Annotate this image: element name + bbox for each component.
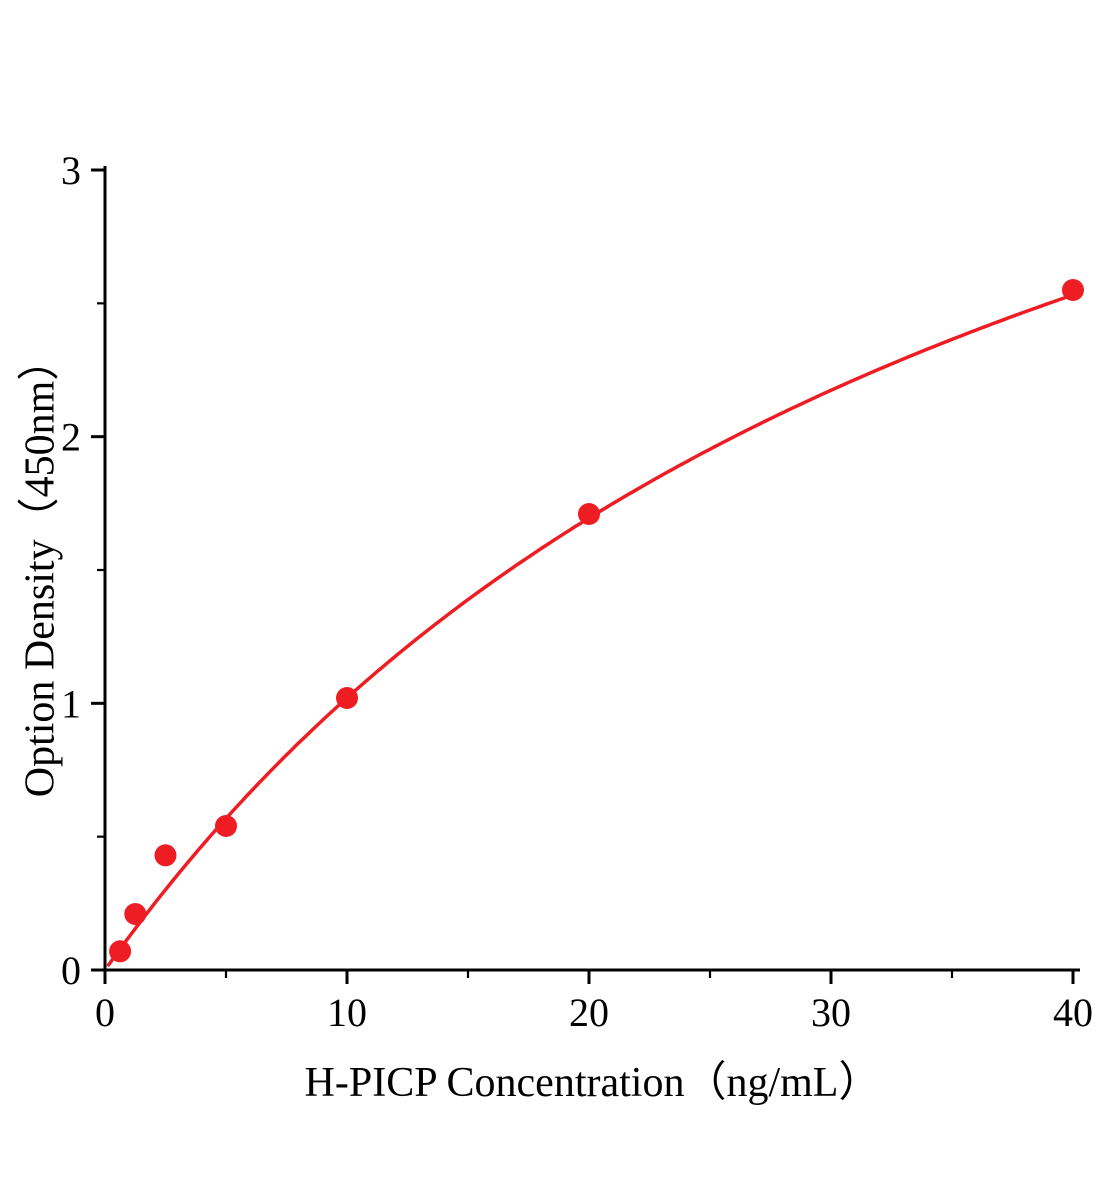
data-point xyxy=(1062,279,1084,301)
y-tick-label: 1 xyxy=(61,681,81,726)
y-tick-label: 2 xyxy=(61,415,81,460)
y-axis-title: Option Density（450nm） xyxy=(17,338,64,798)
data-point xyxy=(154,844,177,867)
y-tick-label: 3 xyxy=(61,148,81,193)
x-tick-label: 10 xyxy=(327,990,367,1035)
x-axis-title: H-PICP Concentration（ng/mL） xyxy=(304,1060,881,1106)
fit-curve xyxy=(106,293,1075,967)
x-tick-label: 0 xyxy=(95,990,115,1035)
y-tick-label: 0 xyxy=(61,948,81,993)
data-point xyxy=(336,687,358,709)
data-point xyxy=(124,903,147,925)
x-tick-label: 40 xyxy=(1053,990,1093,1035)
data-point xyxy=(578,503,600,525)
x-tick-label: 30 xyxy=(811,990,851,1035)
x-tick-label: 20 xyxy=(569,990,609,1035)
data-point xyxy=(109,940,132,963)
data-point xyxy=(215,815,237,837)
